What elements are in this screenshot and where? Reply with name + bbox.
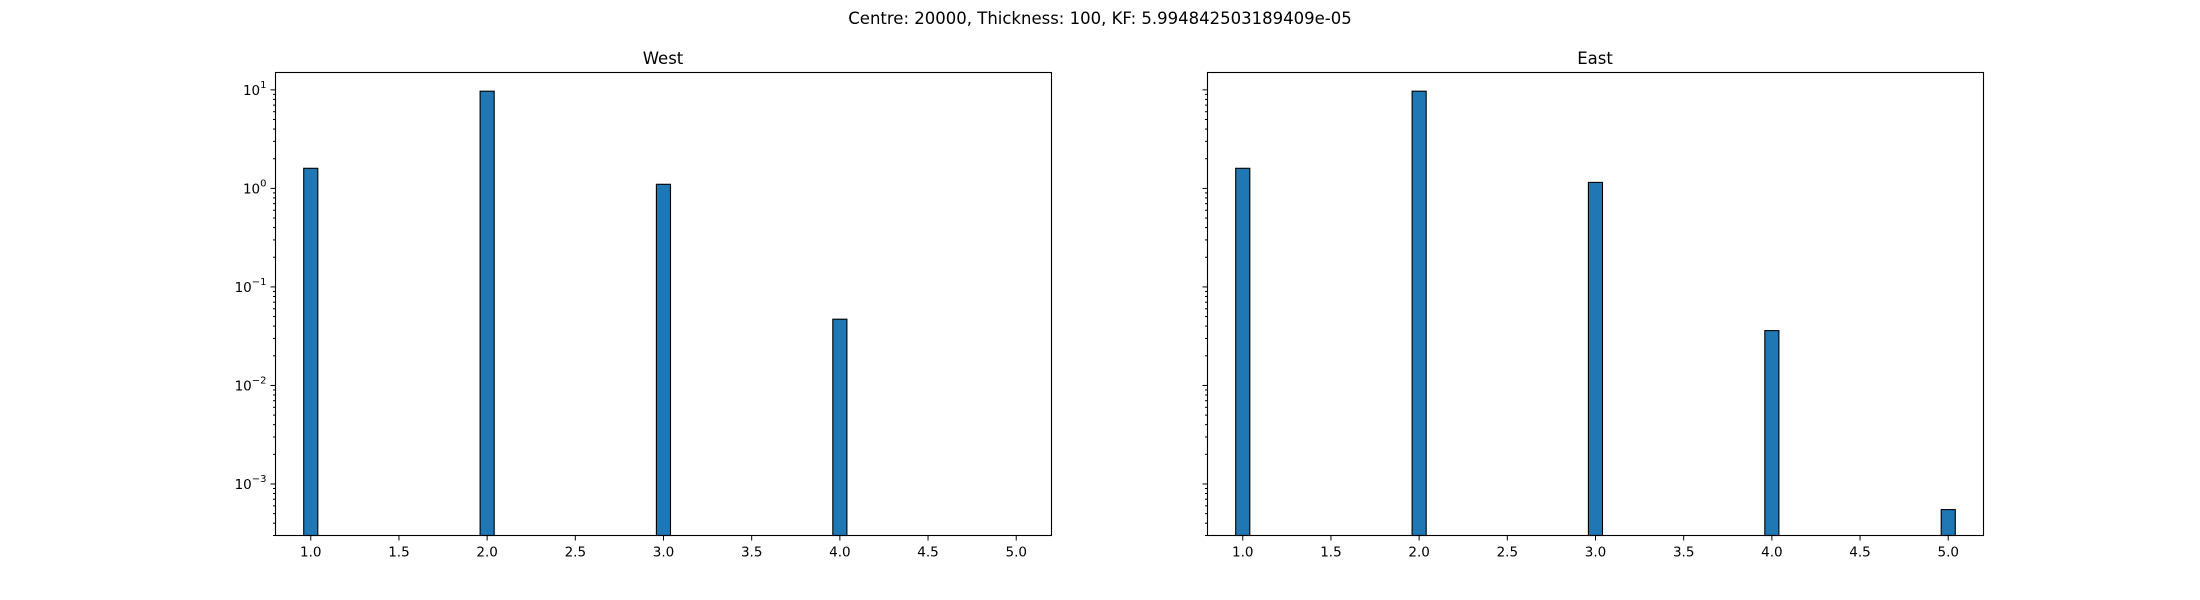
east-panel-title: East [1577, 49, 1613, 68]
west-x-tick-label-6: 4.0 [829, 545, 850, 561]
east-x-tick-label-1: 1.5 [1320, 545, 1341, 561]
west-x-tick-label-2: 2.0 [476, 545, 497, 561]
east-x-tick-label-0: 1.0 [1232, 545, 1253, 561]
west-bar-3 [832, 318, 848, 537]
east-bar-4 [1940, 509, 1956, 537]
west-x-tick-label-7: 4.5 [917, 545, 938, 561]
west-bar-2 [655, 183, 672, 537]
west-bars [303, 90, 848, 537]
west-y-tick-label-3: 100 [243, 178, 267, 197]
east-bars [1235, 90, 1956, 537]
west-x-tick-label-4: 3.0 [653, 545, 674, 561]
west-x-axis: 1.0 1.5 2.0 2.5 3.0 3.5 4.0 4.5 5.0 [300, 535, 1027, 561]
east-x-tick-label-3: 2.5 [1497, 545, 1518, 561]
figure-suptitle: Centre: 20000, Thickness: 100, KF: 5.994… [848, 9, 1351, 28]
west-y-tick-label-1: 10−2 [235, 375, 267, 394]
west-x-tick-label-5: 3.5 [741, 545, 762, 561]
west-x-tick-label-1: 1.5 [388, 545, 409, 561]
east-y-axis [1202, 89, 1208, 485]
east-bar-3 [1764, 330, 1780, 537]
east-panel: East 1.0 1.5 2.0 2.5 3.0 3.5 4.0 4.5 5.0 [1202, 49, 1985, 561]
west-x-tick-label-3: 2.5 [565, 545, 586, 561]
west-panel: West 10−3 10−2 10−1 100 101 1.0 1.5 2.0 2.5 3.0 3… [235, 49, 1053, 561]
east-bar-1 [1411, 90, 1427, 537]
west-panel-title: West [643, 49, 684, 68]
east-x-tick-label-7: 4.5 [1849, 545, 1870, 561]
west-y-tick-label-2: 10−1 [235, 277, 267, 296]
east-x-tick-label-5: 3.5 [1673, 545, 1694, 561]
east-x-tick-label-2: 2.0 [1408, 545, 1429, 561]
west-y-tick-label-4: 101 [243, 80, 267, 99]
west-bar-0 [303, 167, 319, 537]
east-x-axis: 1.0 1.5 2.0 2.5 3.0 3.5 4.0 4.5 5.0 [1232, 535, 1959, 561]
east-plot-frame [1206, 71, 1985, 537]
west-bar-1 [479, 90, 495, 537]
west-x-tick-label-8: 5.0 [1005, 545, 1026, 561]
west-x-tick-label-0: 1.0 [300, 545, 321, 561]
west-y-tick-label-0: 10−3 [235, 474, 267, 493]
west-y-axis: 10−3 10−2 10−1 100 101 [235, 80, 276, 493]
east-bar-0 [1235, 167, 1251, 537]
west-plot-frame [274, 71, 1053, 537]
east-bar-2 [1587, 181, 1604, 537]
east-x-tick-label-4: 3.0 [1585, 545, 1606, 561]
east-x-tick-label-6: 4.0 [1761, 545, 1782, 561]
east-x-tick-label-8: 5.0 [1937, 545, 1958, 561]
